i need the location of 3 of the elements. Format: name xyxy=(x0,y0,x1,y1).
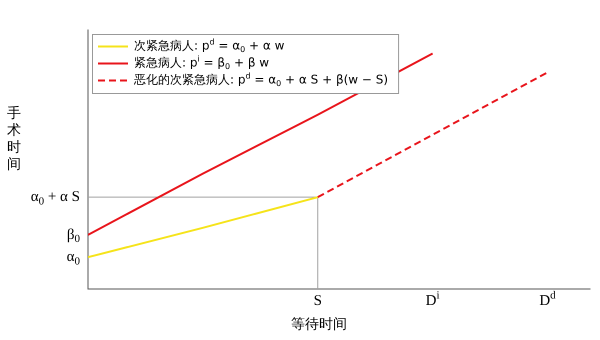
x-tick-label: S xyxy=(314,292,322,309)
x-axis-title: 等待时间 xyxy=(291,316,347,333)
y-axis-title: 手术时间 xyxy=(7,106,21,173)
